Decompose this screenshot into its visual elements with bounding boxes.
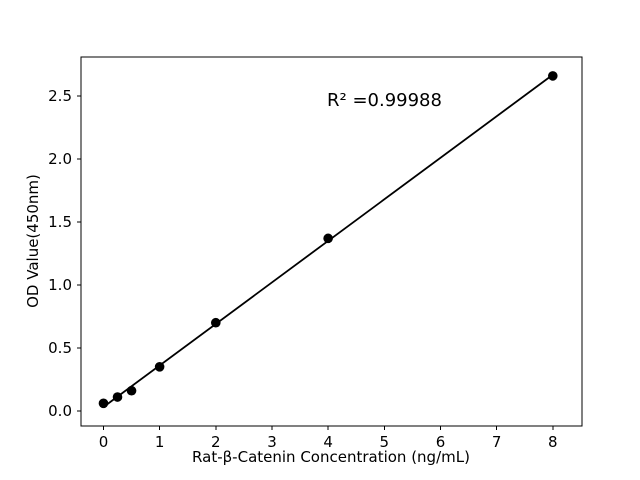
r-squared-annotation: R² =0.99988 [327, 90, 442, 111]
y-tick-label: 1.5 [48, 213, 72, 231]
data-point-marker [547, 71, 558, 81]
data-point-marker [210, 317, 221, 328]
data-point-marker [112, 392, 123, 402]
data-point-marker [126, 385, 137, 396]
x-tick-label: 3 [267, 433, 277, 451]
data-point-marker [323, 233, 333, 244]
x-tick-label: 2 [211, 433, 221, 451]
x-tick-label: 1 [155, 433, 165, 451]
y-tick-label: 0.0 [48, 402, 72, 420]
y-tick-label: 0.5 [48, 339, 72, 357]
data-point-marker [154, 362, 165, 372]
plot-dynamic-layer: 0 1 2 3 4 5 6 7 8 0.0 0.5 1.0 1.5 2.0 2.5 [48, 71, 558, 451]
x-axis-label: Rat-β-Catenin Concentration (ng/mL) [192, 448, 470, 466]
x-tick-label: 8 [548, 433, 558, 451]
x-tick-label: 0 [99, 433, 109, 451]
y-axis-label: OD Value(450nm) [24, 174, 42, 308]
x-tick-label: 5 [380, 433, 390, 451]
y-tick-label: 2.5 [48, 87, 72, 105]
data-point-marker [98, 398, 109, 409]
y-tick-label: 1.0 [48, 276, 72, 294]
y-tick-label: 2.0 [48, 150, 72, 168]
x-tick-label: 4 [323, 433, 333, 451]
axes-spines [80, 56, 583, 427]
x-tick-label: 6 [436, 433, 446, 451]
x-tick-label: 7 [492, 433, 502, 451]
